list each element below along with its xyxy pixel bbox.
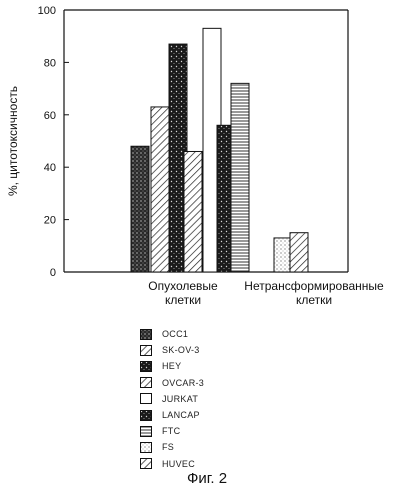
y-tick-label: 20 — [44, 215, 56, 227]
legend-item: JURKAT — [140, 391, 300, 407]
legend-label: FS — [162, 442, 175, 453]
legend-swatch — [140, 425, 152, 437]
legend-swatch — [140, 409, 152, 421]
plot-area: 0 20 40 60 80 100 %, цитотоксичность Опухолевые… — [6, 5, 384, 307]
y-tick-label: 80 — [44, 57, 56, 69]
legend-item: HUVEC — [140, 456, 300, 472]
legend-label: FTC — [162, 426, 181, 437]
bar-sk-ov-3 — [150, 106, 170, 273]
y-tick-label: 0 — [50, 267, 56, 279]
legend-label: SK-OV-3 — [162, 345, 200, 356]
legend-label: HUVEC — [162, 458, 196, 469]
chart: 0 20 40 60 80 100 %, цитотоксичность Опухолевые… — [6, 5, 384, 307]
legend-item: FS — [140, 439, 300, 455]
legend-swatch — [140, 441, 152, 453]
legend-item: LANCAP — [140, 407, 300, 423]
legend-label: HEY — [162, 361, 182, 372]
y-tick-label: 100 — [38, 5, 56, 17]
legend-swatch — [140, 360, 152, 372]
category-label: клетки — [296, 293, 332, 307]
y-tick-label: 40 — [44, 162, 56, 174]
bar-occ1 — [130, 145, 150, 273]
legend-label: JURKAT — [162, 393, 199, 404]
legend-item: OVCAR-3 — [140, 375, 300, 391]
bar-huvec — [289, 232, 309, 273]
legend-swatch — [140, 328, 152, 340]
bar-ovcar-3 — [183, 150, 203, 273]
bar-fs — [273, 237, 293, 273]
legend-swatch — [140, 344, 152, 356]
category-label: Нетрансформированные — [244, 279, 384, 293]
bar-ftc — [230, 82, 250, 273]
legend-swatch — [140, 377, 152, 389]
legend-swatch — [140, 458, 152, 470]
legend-label: OCC1 — [162, 329, 189, 340]
figure-caption: Фиг. 2 — [186, 470, 228, 487]
legend-item: FTC — [140, 423, 300, 439]
legend-swatch — [140, 393, 152, 405]
category-label: клетки — [165, 293, 201, 307]
legend-label: LANCAP — [162, 410, 200, 421]
legend-item: HEY — [140, 358, 300, 374]
legend: OCC1 SK-OV-3 HEY OVCAR-3 JURKAT LANCAP FTC FS HU… — [140, 326, 300, 472]
y-axis-label: %, цитотоксичность — [6, 86, 20, 196]
y-tick-label: 60 — [44, 110, 56, 122]
legend-item: OCC1 — [140, 326, 300, 342]
category-label: Опухолевые — [148, 279, 218, 293]
legend-label: OVCAR-3 — [162, 377, 205, 388]
legend-item: SK-OV-3 — [140, 342, 300, 358]
